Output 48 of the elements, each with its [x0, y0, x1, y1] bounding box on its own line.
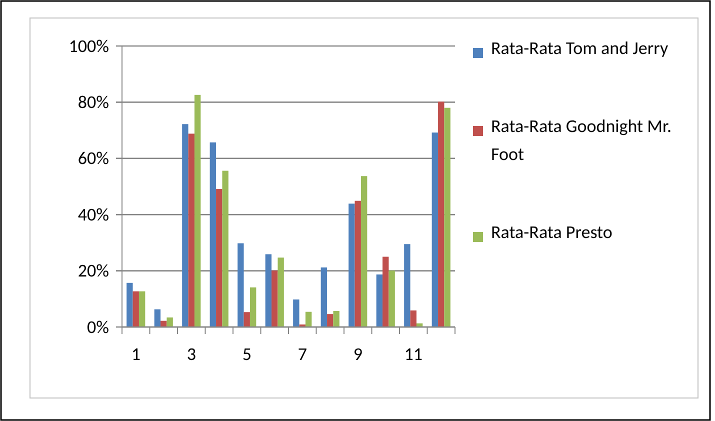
- bar: [250, 287, 256, 327]
- bar: [320, 267, 328, 327]
- y-tick-label: 60%: [78, 147, 110, 170]
- bar: [138, 291, 146, 327]
- bar: [210, 142, 216, 327]
- bar: [222, 170, 228, 327]
- bar: [244, 312, 250, 327]
- bar: [333, 310, 340, 327]
- bar: [216, 189, 222, 327]
- x-tick-label: 3: [186, 343, 196, 365]
- bar: [327, 314, 334, 327]
- bar: [305, 312, 312, 327]
- bar: [166, 317, 173, 327]
- bar: [388, 270, 395, 327]
- bar: [376, 274, 383, 327]
- bar: [126, 282, 133, 327]
- legend-label: Rata-Rata Tom and Jerry: [491, 37, 669, 60]
- bar: [154, 309, 161, 327]
- bar: [265, 254, 272, 327]
- bar: [278, 258, 284, 327]
- bar: [354, 200, 361, 327]
- legend-label: Rata-Rata Goodnight Mr. Foot: [491, 115, 672, 166]
- bar: [238, 243, 244, 327]
- bar: [360, 176, 368, 327]
- bar: [432, 132, 438, 327]
- y-tick-label: 20%: [78, 260, 110, 282]
- bar: [182, 124, 188, 327]
- x-tick-label: 5: [242, 343, 252, 365]
- bar: [348, 204, 355, 327]
- x-tick-label: 1: [131, 343, 140, 365]
- y-tick-label: 0%: [87, 316, 110, 338]
- bar: [272, 270, 278, 327]
- bar: [438, 102, 444, 327]
- x-tick-label: 11: [404, 343, 422, 365]
- x-tick-label: 7: [298, 343, 307, 365]
- x-tick-label: 9: [353, 343, 362, 365]
- legend-label: Rata-Rata Presto: [491, 221, 612, 244]
- bar: [404, 244, 410, 327]
- bar: [188, 134, 194, 327]
- bar: [293, 299, 300, 327]
- y-tick-label: 80%: [78, 90, 110, 113]
- bar: [444, 108, 450, 327]
- y-tick-label: 40%: [78, 203, 110, 226]
- bar: [410, 310, 416, 327]
- bar: [194, 94, 201, 327]
- bar: [132, 291, 139, 327]
- y-tick-label: 100%: [68, 34, 110, 57]
- bar: [382, 256, 389, 327]
